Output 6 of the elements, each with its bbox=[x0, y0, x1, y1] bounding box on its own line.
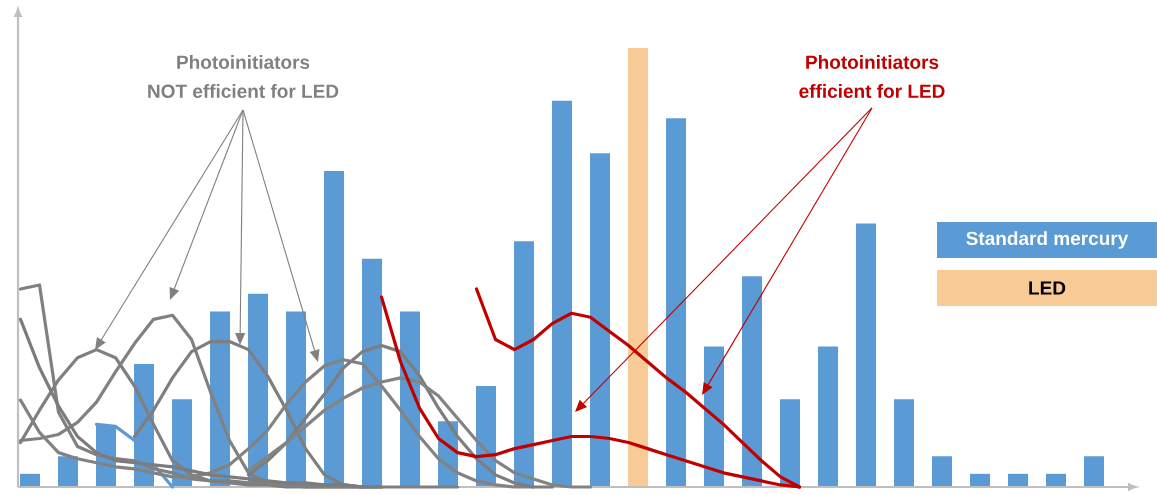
annotation: LED bbox=[1029, 281, 1066, 295]
annotation: efficient for LED bbox=[799, 84, 945, 98]
annotation: Photoinitiators bbox=[806, 55, 939, 69]
annotation: NOT efficient for LED bbox=[148, 84, 339, 98]
annotation: Standard mercury bbox=[966, 231, 1129, 249]
annotation: Photoinitiators bbox=[177, 55, 310, 69]
